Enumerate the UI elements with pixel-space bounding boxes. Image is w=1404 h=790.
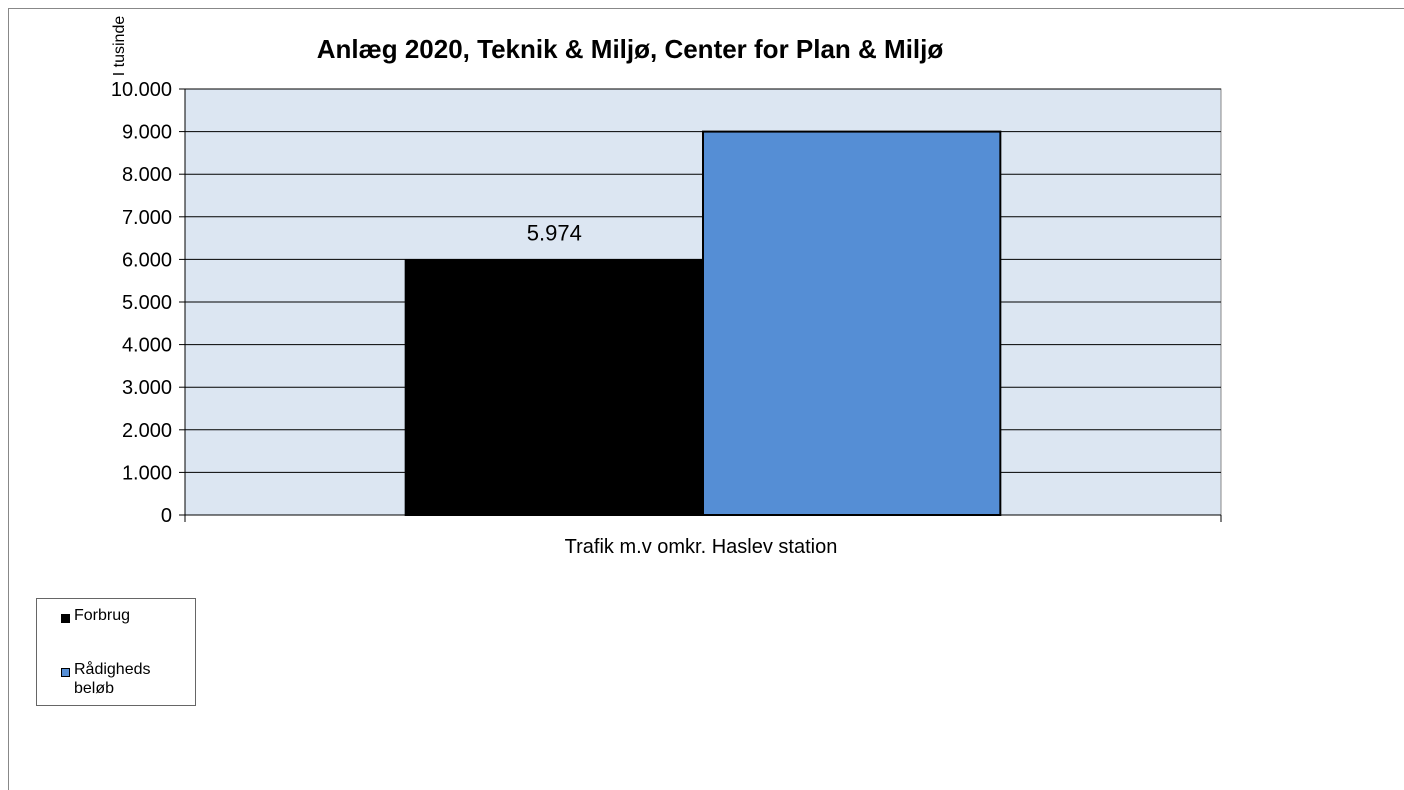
y-tick-label: 9.000	[122, 122, 172, 144]
chart-frame	[8, 8, 1404, 790]
y-tick-label: 6.000	[122, 249, 172, 271]
plot-area: 0 1.000 2.000 3.000 4.000 5.000 6.000 7.000 8.00…	[111, 79, 1222, 527]
bar-forbrug	[404, 259, 704, 516]
y-tick-label: 1.000	[122, 462, 172, 484]
y-tick-label: 8.000	[122, 164, 172, 186]
chart-title: Anlæg 2020, Teknik & Miljø, Center for P…	[317, 34, 944, 64]
y-tick-label: 4.000	[122, 335, 172, 357]
data-label: 5.974	[527, 221, 582, 246]
bar-radigheds-belob	[702, 130, 1002, 516]
y-tick-label: 0	[161, 505, 172, 527]
y-tick-label: 10.000	[111, 79, 172, 101]
y-axis-label: I tusinde	[111, 16, 128, 77]
y-tick-label: 2.000	[122, 420, 172, 442]
legend-label-forbrug: Forbrug	[74, 607, 131, 624]
y-tick-label: 5.000	[122, 292, 172, 314]
x-category-label: Trafik m.v omkr. Haslev station	[565, 536, 838, 558]
legend-label-radigheds: Rådigheds beløb	[74, 661, 151, 697]
legend: Forbrug Rådigheds beløb	[36, 598, 196, 706]
y-tick-label: 3.000	[122, 377, 172, 399]
legend-swatch-radigheds	[61, 668, 70, 677]
legend-swatch-forbrug	[61, 614, 70, 623]
y-tick-label: 7.000	[122, 207, 172, 229]
